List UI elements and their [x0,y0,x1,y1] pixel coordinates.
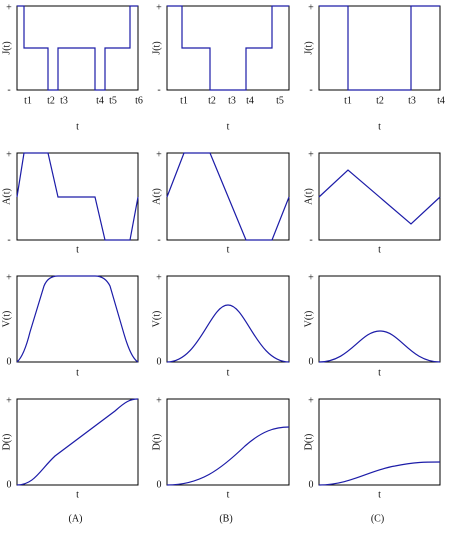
x-tick-label: t3 [408,95,416,106]
y-bottom-marker: - [7,84,10,95]
x-axis-label: t [378,121,381,132]
x-tick-label: t3 [228,95,236,106]
plot-frame [318,398,441,486]
x-tick-label: t3 [60,95,68,106]
y-axis-label: V(t) [303,311,314,328]
y-bottom-marker: 0 [7,479,12,490]
velocity-curve [166,304,290,363]
y-axis-label: D(t) [1,434,12,451]
y-top-marker: + [156,149,162,160]
acceleration-curve [318,169,441,225]
y-bottom-marker: 0 [157,479,162,490]
jerk-curve [319,5,440,91]
y-axis-label: J(t) [303,41,314,54]
y-bottom-marker: - [157,234,160,245]
x-axis-label: t [227,489,230,500]
y-axis-label: D(t) [303,434,314,451]
y-axis-label: A(t) [303,188,314,205]
acceleration-curve [166,152,290,241]
y-top-marker: + [308,272,314,283]
x-tick-label: t4 [96,95,104,106]
column-label: (C) [371,513,384,524]
x-tick-label: t5 [109,95,117,106]
y-top-marker: + [308,395,314,406]
displacement-curve [16,398,139,486]
jerk-curve [17,5,138,91]
y-top-marker: + [308,149,314,160]
x-axis-label: t [378,367,381,378]
plot-frame [166,275,290,363]
x-axis-label: t [76,489,79,500]
y-top-marker: + [6,149,12,160]
y-axis-label: J(t) [151,41,162,54]
y-bottom-marker: - [309,84,312,95]
displacement-curve [318,461,441,486]
y-bottom-marker: - [157,84,160,95]
x-axis-label: t [378,489,381,500]
velocity-curve [318,330,441,363]
x-tick-label: t1 [344,95,352,106]
x-axis-label: t [227,244,230,255]
x-axis-label: t [76,244,79,255]
y-axis-label: A(t) [151,188,162,205]
x-tick-label: t1 [180,95,188,106]
y-bottom-marker: 0 [7,356,12,367]
x-axis-label: t [227,367,230,378]
plot-frame [318,275,441,363]
y-axis-label: V(t) [1,311,12,328]
x-axis-label: t [76,121,79,132]
column-label: (A) [69,513,83,524]
y-top-marker: + [156,2,162,13]
x-axis-label: t [227,121,230,132]
y-top-marker: + [6,395,12,406]
displacement-curve [166,426,290,486]
x-tick-label: t5 [276,95,284,106]
y-top-marker: + [6,2,12,13]
y-top-marker: + [6,272,12,283]
x-tick-label: t6 [135,95,143,106]
column-label: (B) [219,513,232,524]
y-bottom-marker: 0 [309,356,314,367]
y-top-marker: + [156,272,162,283]
plot-frame [166,398,290,486]
plot-frame [16,398,139,486]
velocity-curve [16,275,139,363]
jerk-curve [167,5,289,91]
x-tick-label: t2 [47,95,55,106]
plot-frame [16,5,139,91]
y-bottom-marker: - [309,234,312,245]
x-tick-label: t4 [246,95,254,106]
x-tick-label: t1 [24,95,32,106]
y-top-marker: + [308,2,314,13]
x-axis-label: t [378,244,381,255]
y-bottom-marker: 0 [309,479,314,490]
x-axis-label: t [76,367,79,378]
y-axis-label: D(t) [151,434,162,451]
x-tick-label: t2 [208,95,216,106]
y-bottom-marker: 0 [157,356,162,367]
y-bottom-marker: - [7,234,10,245]
x-tick-label: t4 [437,95,445,106]
y-top-marker: + [156,395,162,406]
y-axis-label: J(t) [1,41,12,54]
plot-frame [318,5,441,91]
x-tick-label: t2 [376,95,384,106]
y-axis-label: V(t) [151,311,162,328]
acceleration-curve [16,152,139,241]
y-axis-label: A(t) [1,188,12,205]
